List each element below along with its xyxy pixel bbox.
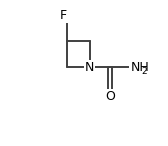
- Text: NH: NH: [130, 61, 149, 74]
- Text: F: F: [60, 9, 67, 22]
- Text: O: O: [105, 90, 115, 103]
- Text: 2: 2: [142, 67, 147, 76]
- Text: N: N: [85, 61, 94, 74]
